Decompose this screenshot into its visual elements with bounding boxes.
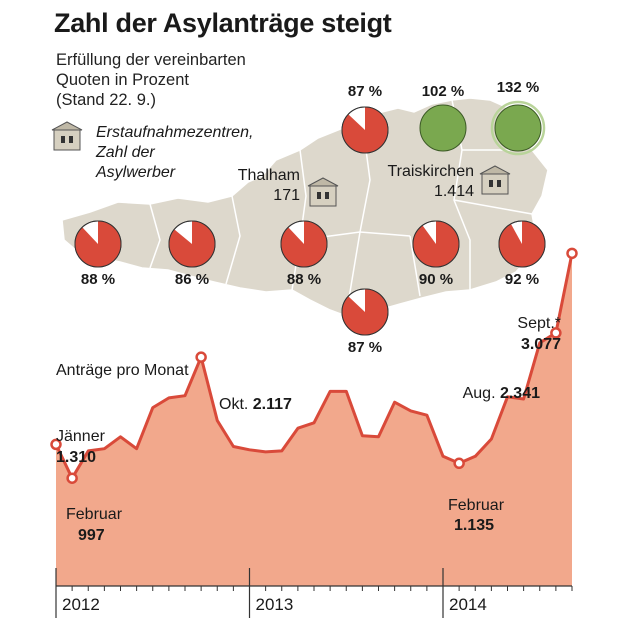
quota-pie: 102 % xyxy=(419,83,467,152)
annotation-label: Februar xyxy=(66,506,123,523)
building-icon xyxy=(479,165,511,195)
highlight-point xyxy=(50,438,62,451)
quota-pie: 86 % xyxy=(168,220,216,288)
annotation-value: 2.341 xyxy=(500,385,540,402)
annotation-label: Aug. xyxy=(463,385,500,402)
year-label: 2012 xyxy=(62,595,100,614)
pie-slice xyxy=(75,221,122,268)
pie-slice xyxy=(169,221,216,267)
quota-label: 90 % xyxy=(419,271,453,288)
annotation-text: Aug. 2.341 xyxy=(463,385,541,402)
subtitle-line: (Stand 22. 9.) xyxy=(56,91,156,109)
pie-outline xyxy=(74,220,122,268)
quota-pie: 92 % xyxy=(498,220,546,288)
quota-label: 87 % xyxy=(348,83,382,100)
state-border xyxy=(149,203,161,269)
area-fill xyxy=(56,253,572,586)
pie-slice xyxy=(342,106,389,153)
annotation-label: Jänner xyxy=(56,428,106,445)
highlight-point xyxy=(66,472,78,484)
annotation-value: 2.117 xyxy=(253,396,292,413)
chart-title: Zahl der Asylanträge steigt xyxy=(54,8,392,38)
annotation-value: 1.310 xyxy=(56,449,96,466)
annotation-value: 1.135 xyxy=(454,517,494,534)
center-traiskirchen: Traiskirchen 1.414 xyxy=(387,163,511,200)
quota-pie: 88 % xyxy=(74,220,122,288)
pie-slice xyxy=(412,221,459,267)
quota-label: 86 % xyxy=(175,271,209,288)
quota-label: 87 % xyxy=(348,339,382,356)
quota-label: 132 % xyxy=(497,79,540,96)
legend-line: Asylwerber xyxy=(95,164,176,181)
annotation: Sept.* 3.077 xyxy=(517,247,578,353)
year-label: 2014 xyxy=(449,595,487,614)
annotation: Februar 1.135 xyxy=(448,457,505,534)
quota-label: 102 % xyxy=(422,83,465,100)
state-border xyxy=(409,235,421,297)
legend: Erstaufnahmezentren, Zahl der Asylwerber xyxy=(51,121,253,181)
pie-slice xyxy=(342,289,389,335)
annotation-text: Okt. 2.117 xyxy=(219,396,292,413)
highlight-point xyxy=(550,327,562,339)
annotation: Aug. 2.341 xyxy=(463,327,562,402)
quota-label: 92 % xyxy=(505,271,539,288)
pie-slice xyxy=(498,221,545,268)
subtitle-line: Erfüllung der vereinbarten xyxy=(56,51,246,69)
highlight-point xyxy=(566,247,578,260)
pie-outline xyxy=(341,288,389,336)
quota-pie: 88 % xyxy=(280,220,328,288)
annotation-value: 997 xyxy=(78,527,105,544)
annotation-label: Februar xyxy=(448,497,505,514)
x-axis: 2012 2013 2014 xyxy=(55,568,573,618)
center-name: Traiskirchen xyxy=(387,163,474,180)
annotation-label: Okt. xyxy=(219,396,253,413)
subtitle-line: Quoten in Prozent xyxy=(56,71,189,89)
annotation: Jänner 1.310 xyxy=(50,428,106,466)
pie-outline xyxy=(280,220,328,268)
state-border xyxy=(453,199,533,215)
subtitle: Erfüllung der vereinbarten Quoten in Pro… xyxy=(56,50,246,110)
pie-outline xyxy=(341,106,389,154)
center-count: 1.414 xyxy=(434,183,474,200)
pie-full xyxy=(494,104,542,152)
pie-outline xyxy=(498,220,546,268)
quota-pie: 87 % xyxy=(341,288,389,356)
highlight-point xyxy=(453,457,465,470)
annotation-value: 3.077 xyxy=(521,336,561,353)
annotation: Okt. 2.117 xyxy=(195,351,292,413)
annotation-label: Sept.* xyxy=(517,315,561,332)
building-icon xyxy=(307,177,339,207)
pie-full xyxy=(419,104,467,152)
year-label: 2013 xyxy=(256,595,294,614)
state-border xyxy=(225,195,241,285)
legend-line: Erstaufnahmezentren, xyxy=(96,124,253,141)
area-chart-title: Anträge pro Monat xyxy=(56,362,189,379)
pie-outline xyxy=(412,220,460,268)
series-line xyxy=(54,253,574,480)
quota-pie: 90 % xyxy=(412,220,460,288)
quota-label: 88 % xyxy=(81,271,115,288)
annotation: Februar 997 xyxy=(66,472,123,544)
quota-pies: 88 % 86 % 88 % 87 % 87 % 90 % 92 % 102 % 132 % xyxy=(74,79,546,356)
center-name: Thalham xyxy=(238,167,300,184)
quota-label: 88 % xyxy=(287,271,321,288)
center-thalham: Thalham 171 xyxy=(238,167,339,207)
pie-outline xyxy=(168,220,216,268)
pie-slice xyxy=(281,221,328,267)
annotations: Jänner 1.310 Februar 997 Okt. 2.117 Februar 1.… xyxy=(50,247,578,544)
highlight-point xyxy=(195,351,207,363)
building-icon xyxy=(51,121,83,151)
quota-pie: 132 % xyxy=(490,79,546,156)
legend-line: Zahl der xyxy=(95,144,155,161)
center-count: 171 xyxy=(273,187,300,204)
area-chart xyxy=(54,253,574,586)
quota-pie: 87 % xyxy=(341,83,389,154)
